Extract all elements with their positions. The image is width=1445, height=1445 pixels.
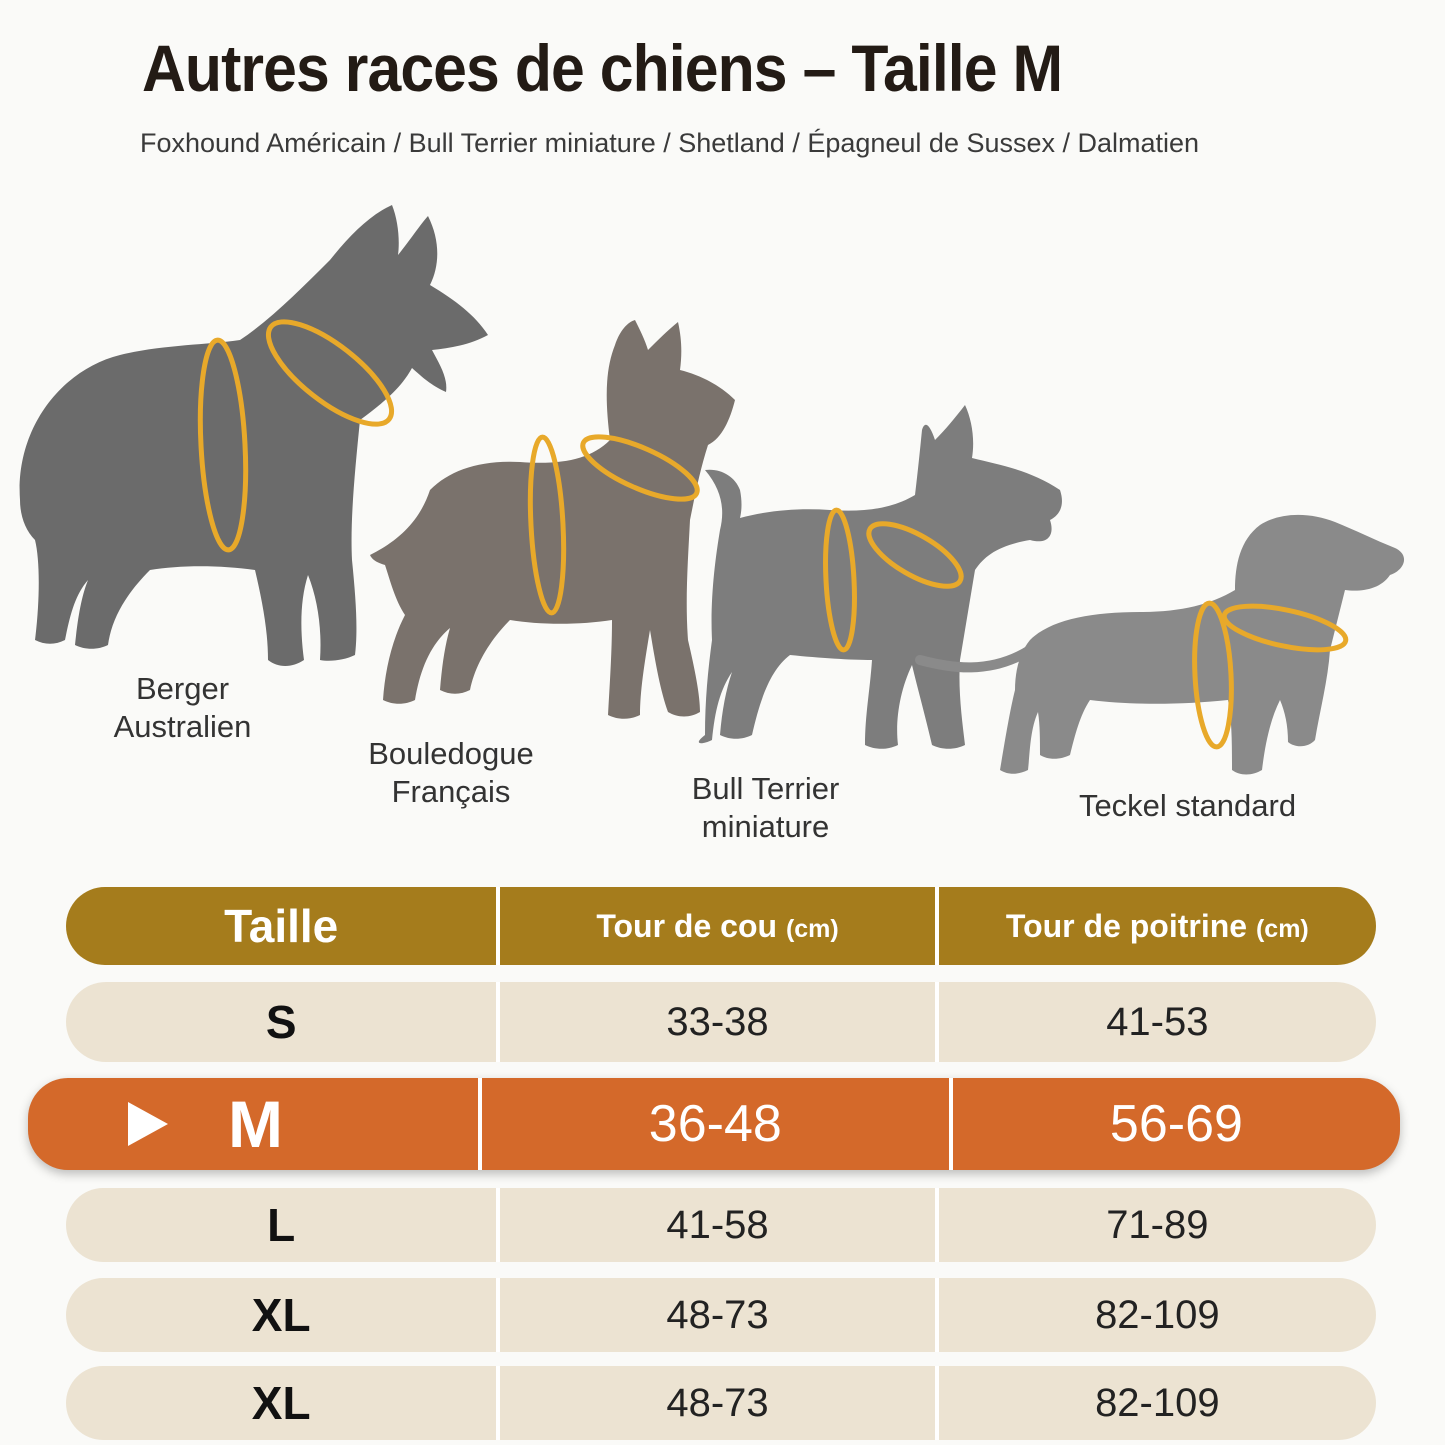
size-value: S xyxy=(265,996,297,1048)
neck-cell: 33-38 xyxy=(496,982,934,1062)
neck-cell: 41-58 xyxy=(496,1188,934,1262)
size-cell: S xyxy=(66,982,496,1062)
size-table-header: Taille Tour de cou (cm) Tour de poitrine… xyxy=(66,887,1376,965)
chest-cell: 82-109 xyxy=(934,1366,1376,1440)
chest-cell: 41-53 xyxy=(934,982,1376,1062)
header-poitrine-unit: (cm) xyxy=(1255,914,1309,943)
header-cou-label: Tour de cou xyxy=(596,907,778,944)
neck-value: 36-48 xyxy=(648,1095,782,1153)
neck-value: 48-73 xyxy=(666,1380,769,1425)
dog-label-bull-terrier: Bull Terrier miniature xyxy=(668,770,863,846)
dog-label-line: Berger xyxy=(135,671,230,706)
breeds-subtitle: Foxhound Américain / Bull Terrier miniat… xyxy=(140,128,1200,158)
dog-label-line: Français xyxy=(391,774,511,809)
neck-value: 41-58 xyxy=(666,1202,769,1247)
chest-value: 56-69 xyxy=(1109,1095,1243,1153)
dog-label-line: Teckel standard xyxy=(1078,788,1297,823)
neck-cell: 48-73 xyxy=(496,1366,934,1440)
dog-label-line: Bull Terrier xyxy=(691,771,840,806)
size-cell: M xyxy=(28,1078,478,1170)
chest-cell: 56-69 xyxy=(948,1078,1400,1170)
size-value: XL xyxy=(251,1377,311,1429)
neck-cell: 48-73 xyxy=(496,1278,934,1352)
dog-label-teckel: Teckel standard xyxy=(1050,787,1325,825)
header-poitrine-label: Tour de poitrine xyxy=(1005,907,1248,944)
header-cou-unit: (cm) xyxy=(785,914,839,943)
table-row: L 41-58 71-89 xyxy=(66,1188,1376,1262)
size-cell: XL xyxy=(66,1278,496,1352)
dog-bull-terrier-silhouette xyxy=(698,405,1062,749)
header-tour-de-poitrine: Tour de poitrine (cm) xyxy=(934,887,1376,965)
header-tour-de-cou: Tour de cou (cm) xyxy=(496,887,934,965)
play-arrow-icon xyxy=(128,1102,168,1146)
table-row-highlighted: M 36-48 56-69 xyxy=(28,1078,1400,1170)
neck-value: 48-73 xyxy=(666,1292,769,1337)
chest-value: 41-53 xyxy=(1106,999,1209,1044)
table-row: XL 48-73 82-109 xyxy=(66,1278,1376,1352)
dog-illustrations xyxy=(19,205,1405,775)
size-cell: XL xyxy=(66,1366,496,1440)
size-value: M xyxy=(228,1087,283,1161)
dog-berger-australien-silhouette xyxy=(19,205,488,666)
chest-cell: 82-109 xyxy=(934,1278,1376,1352)
dog-teckel-silhouette xyxy=(915,514,1405,775)
table-row: S 33-38 41-53 xyxy=(66,982,1376,1062)
size-value: XL xyxy=(251,1289,311,1341)
chest-value: 82-109 xyxy=(1095,1292,1220,1337)
dog-bouledogue-francais-silhouette xyxy=(370,320,735,719)
neck-value: 33-38 xyxy=(666,999,769,1044)
chest-value: 71-89 xyxy=(1106,1202,1209,1247)
header-taille-label: Taille xyxy=(224,900,339,952)
dog-label-line: miniature xyxy=(701,809,830,844)
dog-label-line: Bouledogue xyxy=(368,736,534,771)
neck-cell: 36-48 xyxy=(477,1078,949,1170)
page-title: Autres races de chiens – Taille M xyxy=(142,31,1063,105)
chest-value: 82-109 xyxy=(1095,1380,1220,1425)
dog-label-line: Australien xyxy=(113,709,252,744)
dog-label-bouledogue: Bouledogue Français xyxy=(345,735,557,811)
size-value: L xyxy=(267,1199,296,1251)
header-taille: Taille xyxy=(66,887,496,965)
table-row: XL 48-73 82-109 xyxy=(66,1366,1376,1440)
chest-cell: 71-89 xyxy=(934,1188,1376,1262)
dog-label-berger: Berger Australien xyxy=(95,670,270,746)
size-cell: L xyxy=(66,1188,496,1262)
